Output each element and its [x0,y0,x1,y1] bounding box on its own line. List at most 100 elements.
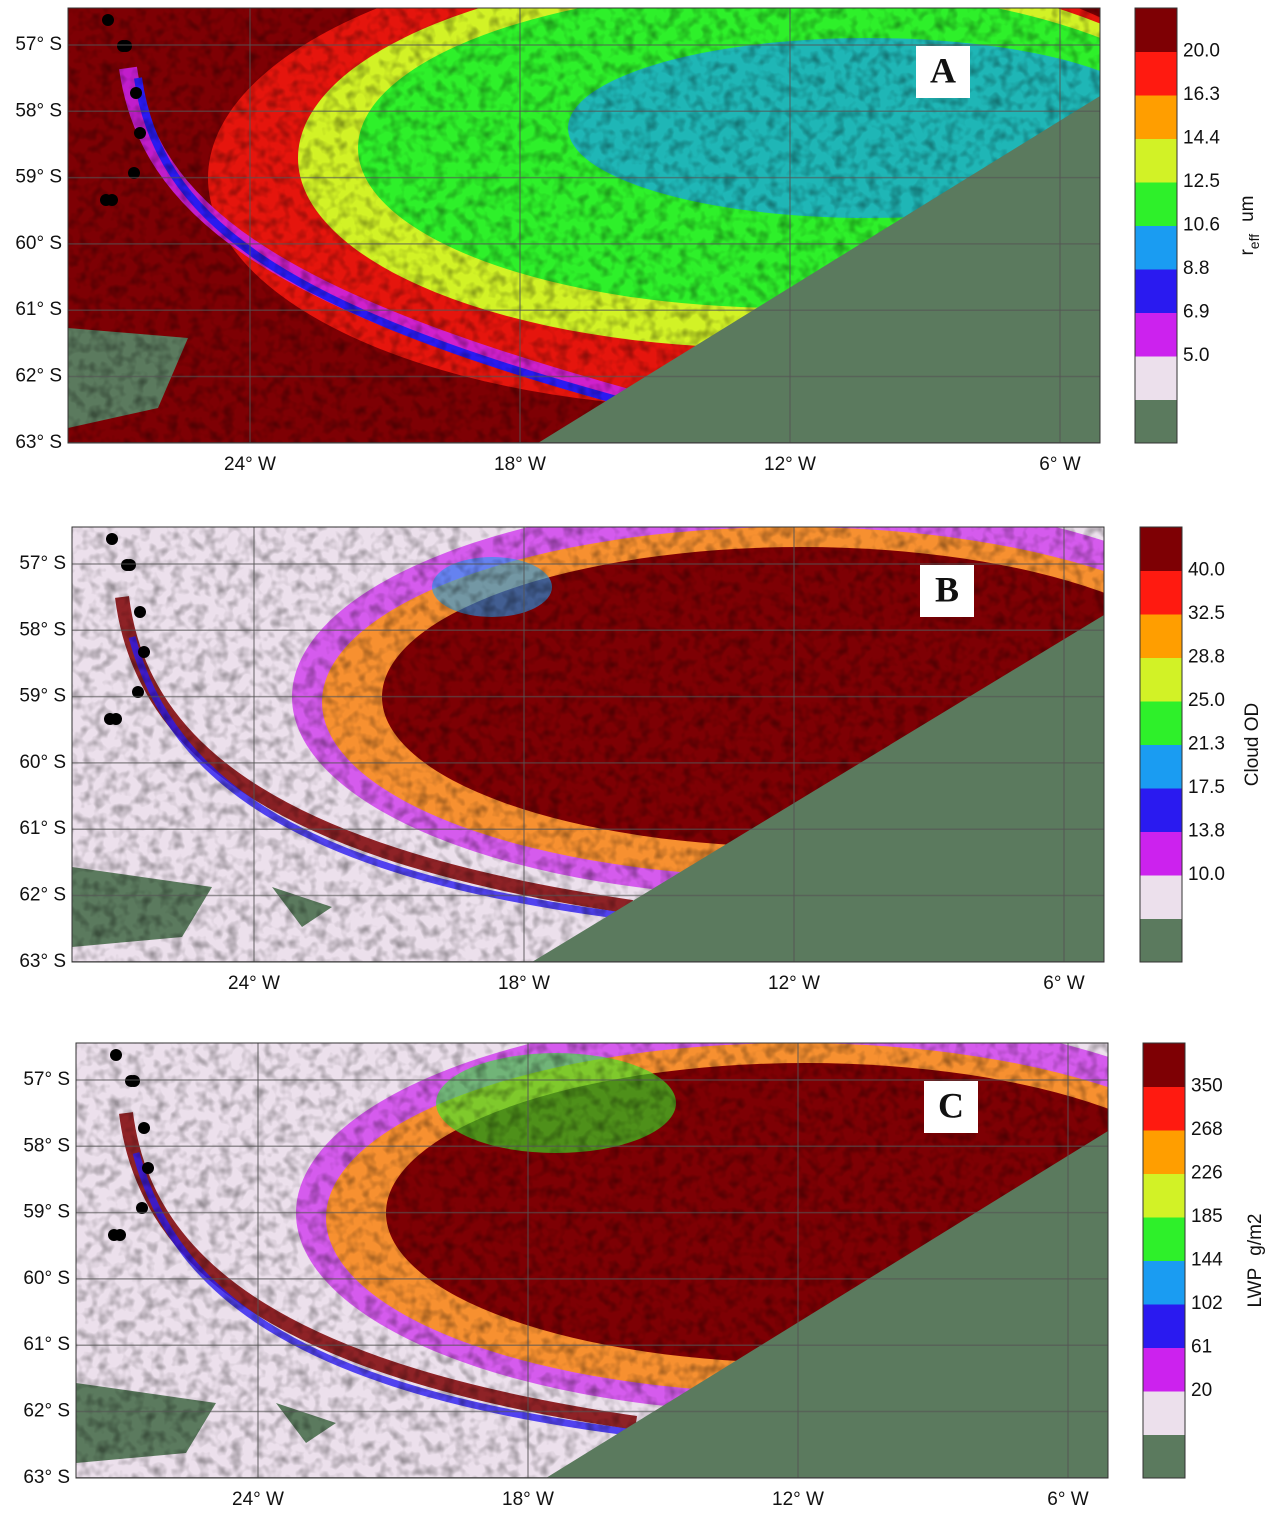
ship-marker [132,686,144,698]
colorbar-unit: um [1237,195,1258,221]
colorbar-bin [1135,312,1177,357]
colorbar-tick-label: 10.0 [1188,864,1225,885]
colorbar-tick-label: 61 [1191,1337,1212,1358]
colorbar-tick-label: 28.8 [1188,647,1225,668]
lon-tick-label: 18° W [502,1489,554,1510]
colorbar-bin [1143,1086,1185,1131]
panel-letter-box [920,565,974,617]
colorbar-frame [1134,7,1178,444]
colorbar-tick-label: 268 [1191,1119,1223,1140]
ship-marker [128,167,140,179]
lon-tick-label: 24° W [232,1489,284,1510]
ship-marker [124,559,136,571]
colorbar-title-subscript: eff [1246,234,1262,249]
ship-marker [114,1229,126,1241]
lat-tick-label: 58° S [15,100,62,121]
lat-tick-label: 57° S [19,553,66,574]
map-region [546,1131,1108,1478]
lon-tick-label: 24° W [228,973,280,994]
ship-marker [110,1049,122,1061]
colorbar-bin [1140,701,1182,745]
colorbar-tick-label: 12.5 [1183,171,1220,192]
ship-marker [134,606,146,618]
colorbar-tick-label: 20 [1191,1380,1212,1401]
lat-tick-label: 62° S [15,366,62,387]
lat-tick-label: 58° S [19,619,66,640]
lat-tick-label: 62° S [19,885,66,906]
map-frame [71,526,1105,963]
ship-marker [120,40,132,52]
colorbar-title: reff um [1237,195,1262,255]
map-frame [75,1042,1109,1479]
colorbar-bin [1140,657,1182,702]
colorbar-bin [1143,1130,1185,1174]
ship-marker [138,646,150,658]
map [72,527,1104,962]
colorbar-tick-label: 185 [1191,1206,1223,1227]
lon-tick-label: 24° W [224,454,276,475]
lat-tick-label: 57° S [15,34,62,55]
colorbar-bin [1135,95,1177,139]
colorbar-bin [1135,8,1177,52]
colorbar-tick-label: 13.8 [1188,821,1225,842]
ship-marker [138,1122,150,1134]
colorbar-tick-label: 350 [1191,1076,1223,1097]
ship-marker [136,1202,148,1214]
lat-tick-label: 63° S [23,1467,70,1488]
colorbar-bin [1135,51,1177,96]
colorbar-tick-label: 226 [1191,1163,1223,1184]
ship-marker [134,127,146,139]
ship-marker [106,194,118,206]
ship-marker [110,713,122,725]
lon-tick-label: 18° W [498,973,550,994]
map-region [538,96,1100,443]
colorbar-title: LWP g/m2 [1245,1213,1266,1307]
colorbar-title-text: Cloud OD [1242,703,1263,786]
colorbar-title-text: r [1237,249,1258,256]
colorbar-bin [1140,788,1182,832]
lon-tick-label: 6° W [1039,454,1080,475]
lat-tick-label: 60° S [19,752,66,773]
lat-tick-label: 63° S [15,432,62,453]
colorbar-bin [1135,269,1177,313]
colorbar-bin [1140,570,1182,615]
colorbar-bin [1135,182,1177,226]
colorbar-frame [1139,526,1183,963]
colorbar-bin [1135,225,1177,270]
colorbar-bin [1140,614,1182,658]
colorbar-bin [1143,1260,1185,1305]
colorbar-tick-label: 16.3 [1183,84,1220,105]
colorbar-title-text: LWP [1245,1268,1266,1308]
colorbar-tick-label: 20.0 [1183,41,1220,62]
colorbar-tick-label: 5.0 [1183,345,1209,366]
lat-tick-label: 58° S [23,1135,70,1156]
colorbar-bin [1143,1391,1185,1435]
ship-marker [142,1162,154,1174]
colorbar-tick-label: 21.3 [1188,734,1225,755]
colorbar-tick-label: 10.6 [1183,215,1220,236]
lon-tick-label: 6° W [1047,1489,1088,1510]
panel-letter-box [924,1081,978,1133]
colorbar-title: Cloud OD [1242,703,1263,786]
colorbar-tick-label: 102 [1191,1293,1223,1314]
colorbar-bin [1140,744,1182,789]
colorbar-bin [1143,1304,1185,1348]
colorbar-tick-label: 6.9 [1183,302,1209,323]
colorbar-bin [1140,918,1182,963]
lon-tick-label: 12° W [768,973,820,994]
ship-marker [128,1075,140,1087]
lat-tick-label: 61° S [19,818,66,839]
colorbar-tick-label: 17.5 [1188,777,1225,798]
ship-marker [102,14,114,26]
colorbar-tick-label: 144 [1191,1250,1223,1271]
lon-tick-label: 12° W [772,1489,824,1510]
colorbar-bin [1140,831,1182,876]
panel-letter: C [938,1085,964,1125]
lon-tick-label: 18° W [494,454,546,475]
map-frame [67,7,1101,444]
panel-letter: A [930,50,956,90]
colorbar-bin [1143,1043,1185,1087]
ship-marker [130,87,142,99]
lat-tick-label: 59° S [23,1202,70,1223]
